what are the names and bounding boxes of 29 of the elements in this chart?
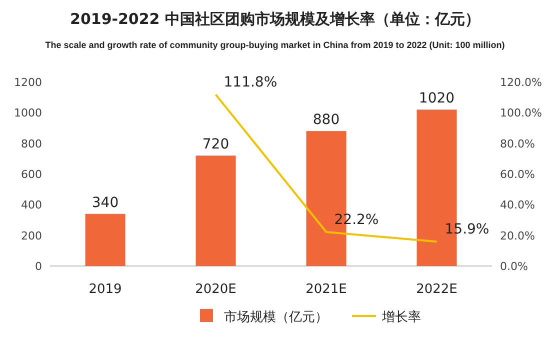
- y-tick-label: 0: [35, 260, 42, 273]
- data-label: 720: [202, 136, 230, 153]
- data-label: 880: [312, 112, 340, 128]
- data-label: 1020: [418, 90, 455, 107]
- y-tick-label: 200: [21, 229, 42, 242]
- x-tick-label: 2021E: [306, 282, 347, 297]
- data-label: 111.8%: [224, 74, 278, 91]
- y-tick-label: 400: [21, 198, 42, 212]
- x-tick-label: 2020E: [195, 282, 236, 297]
- y2-tick-label: 0.0%: [500, 260, 528, 273]
- y2-tick-label: 60.0%: [500, 168, 535, 181]
- y-tick-label: 800: [21, 137, 42, 150]
- x-tick-label: 2019: [88, 282, 122, 297]
- y2-tick-label: 40.0%: [500, 198, 535, 212]
- y-tick-label: 600: [21, 168, 42, 181]
- y-tick-label: 1000: [14, 106, 42, 120]
- y2-tick-label: 20.0%: [500, 229, 535, 242]
- bar: [85, 214, 126, 266]
- legend-label: 市场规模（亿元）: [224, 310, 328, 325]
- x-tick-label: 2022E: [416, 282, 458, 297]
- data-label: 340: [92, 194, 119, 211]
- y2-tick-label: 80.0%: [500, 137, 535, 150]
- y2-tick-label: 120.0%: [500, 76, 542, 89]
- y2-tick-label: 100.0%: [500, 106, 542, 120]
- legend-label: 增长率: [381, 309, 421, 325]
- y-tick-label: 1200: [14, 76, 42, 89]
- chart-title: 2019-2022 中国社区团购市场规模及增长率（单位：亿元）: [70, 10, 480, 28]
- bar: [196, 156, 236, 266]
- chart-subtitle: The scale and growth rate of community group-buying market in China from 2019 to 2022 (Unit: 100 million): [45, 40, 505, 50]
